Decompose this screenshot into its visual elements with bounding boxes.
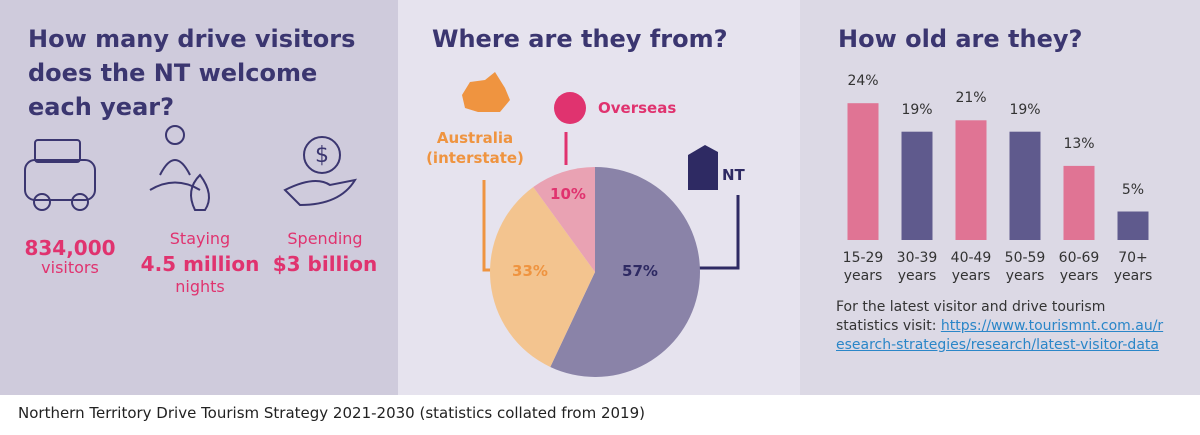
value-label: 5% [1121,181,1145,198]
x-tick-label: 30-39 years [896,250,938,284]
slice-label: 57% [622,262,658,280]
bar [1009,131,1041,240]
x-tick-label: 40-49 years [950,250,992,284]
pie-slice [489,187,595,368]
value-label: 24% [847,73,879,90]
stat-prefix: Staying [169,229,231,248]
bar [1063,165,1095,240]
footer: Northern Territory Drive Tourism Strateg… [18,404,645,422]
category-label: Overseas [598,99,677,117]
bar [847,103,879,240]
note: For the latest visitor and drive tourism… [836,298,1166,355]
dollar-icon: $ [315,143,329,168]
stat-value: 834,000 [24,236,116,260]
note-text: For the latest visitor and drive tourism… [836,299,1106,334]
chart-title: Where are they from? [432,25,728,53]
x-tick-label: 50-59 years [1004,250,1046,284]
pie-slice [533,167,595,272]
stat-label: nights [175,277,225,296]
stat-value: $3 billion [272,252,378,276]
stat-prefix: Spending [287,229,363,248]
nt-icon [688,145,718,190]
slice-label: 33% [512,262,548,280]
category-label: Australia (interstate) [426,129,524,167]
globe-icon [554,92,586,124]
slice-label: 10% [550,185,586,203]
category-label: NT [722,166,745,184]
pie-slice [550,167,700,377]
chart-title: How old are they? [838,25,1083,53]
bar [901,131,933,240]
bar [955,120,987,240]
panel-title: How many drive visitors does the NT welc… [28,25,356,121]
stat-value: 4.5 million [140,252,260,276]
x-tick-label: 60-69 years [1058,250,1100,284]
stat-label: visitors [41,258,99,277]
x-tick-label: 70+ years [1113,250,1153,284]
value-label: 19% [901,101,933,118]
icons [24,125,358,211]
value-label: 21% [955,90,987,107]
x-tick-label: 15-29 years [842,250,884,284]
link[interactable]: https://www.tourismnt.com.au/research-st… [836,318,1164,353]
australia-icon [462,72,510,112]
value-label: 19% [1009,101,1041,118]
value-label: 13% [1063,135,1095,152]
bar [1117,211,1149,240]
panel-bg [0,0,398,395]
